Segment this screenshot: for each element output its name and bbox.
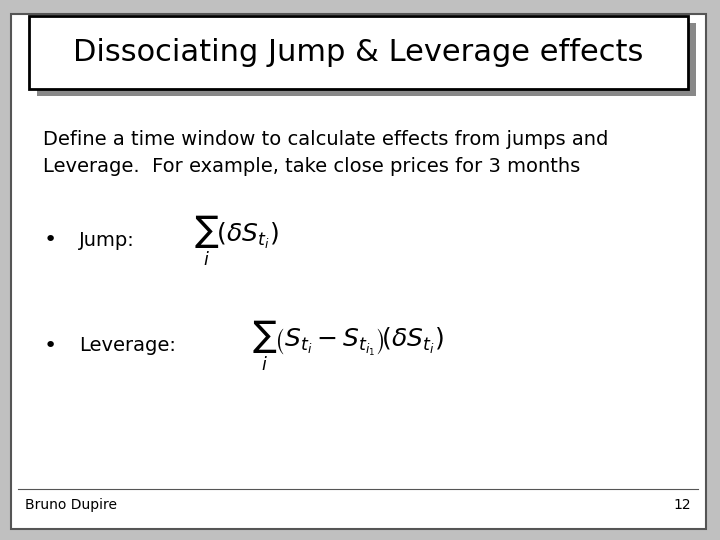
Text: Leverage.  For example, take close prices for 3 months: Leverage. For example, take close prices… xyxy=(43,157,580,176)
FancyBboxPatch shape xyxy=(11,14,706,529)
Text: $\sum_{i}\left(\delta S_{t_i}\right)$: $\sum_{i}\left(\delta S_{t_i}\right)$ xyxy=(194,213,279,268)
Text: Dissociating Jump & Leverage effects: Dissociating Jump & Leverage effects xyxy=(73,38,644,67)
Text: Define a time window to calculate effects from jumps and: Define a time window to calculate effect… xyxy=(43,130,608,148)
Text: Leverage:: Leverage: xyxy=(79,336,176,355)
Text: Jump:: Jump: xyxy=(79,231,135,250)
Text: 12: 12 xyxy=(674,498,691,512)
Text: $\sum_{i}\left(S_{t_i} - S_{t_{i_1}}\right)\!\left(\delta S_{t_i}\right)$: $\sum_{i}\left(S_{t_i} - S_{t_{i_1}}\rig… xyxy=(252,318,444,373)
Text: Bruno Dupire: Bruno Dupire xyxy=(25,498,117,512)
Text: •: • xyxy=(43,335,56,356)
Text: •: • xyxy=(43,230,56,251)
FancyBboxPatch shape xyxy=(29,16,688,89)
FancyBboxPatch shape xyxy=(37,23,696,96)
